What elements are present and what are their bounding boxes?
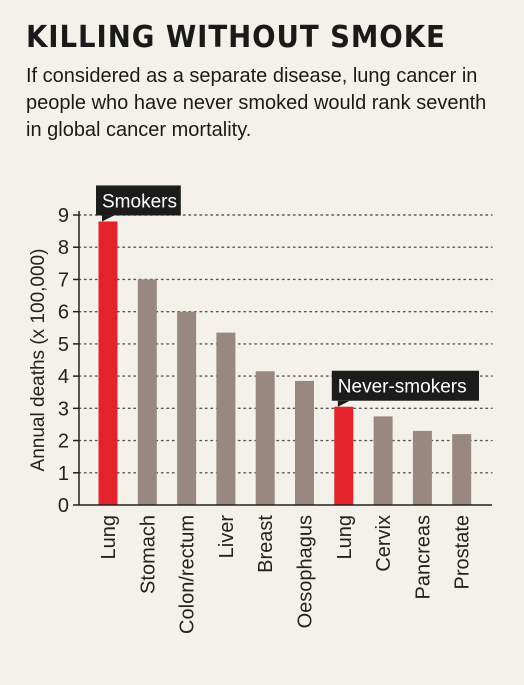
bar [373, 416, 393, 505]
chart-title: KILLING WITHOUT SMOKE [26, 20, 446, 55]
bar [255, 371, 275, 505]
y-tick-label: 5 [58, 334, 69, 356]
bar [216, 332, 236, 505]
y-tick-label: 4 [58, 366, 69, 388]
annotation-label: Smokers [102, 191, 177, 212]
y-tick-label: 1 [58, 463, 69, 485]
x-tick-label: Lung [334, 515, 356, 560]
x-tick-label: Prostate [452, 515, 474, 589]
x-tick-label: Colon/rectum [177, 515, 199, 634]
y-axis-label: Annual deaths (x 100,000) [28, 249, 49, 472]
y-tick-label: 0 [58, 495, 69, 517]
x-tick-label: Pancreas [412, 515, 434, 600]
annotation-box [96, 185, 181, 216]
bar [295, 380, 314, 505]
x-tick-label: Lung [98, 515, 120, 560]
y-tick-label: 7 [58, 269, 69, 291]
y-tick-label: 8 [58, 237, 69, 259]
x-tick-label: Breast [255, 515, 277, 573]
x-tick-label: Stomach [137, 515, 159, 594]
x-tick-label: Cervix [373, 515, 395, 572]
chart-subtitle: If considered as a separate disease, lun… [26, 65, 487, 141]
bar [412, 430, 432, 505]
annotation-pointer [102, 215, 114, 222]
annotation-pointer [337, 400, 350, 407]
y-tick-label: 9 [58, 205, 69, 227]
x-tick-label: Liver [216, 515, 238, 559]
y-tick-label: 3 [58, 398, 69, 420]
bar [137, 279, 157, 505]
annotation-label: Never-smokers [338, 377, 467, 398]
annotation-box [331, 370, 479, 401]
bar [452, 434, 472, 505]
x-tick-label: Oesophagus [295, 515, 317, 628]
bar [98, 221, 118, 505]
y-tick-label: 2 [58, 431, 69, 453]
bar [177, 311, 197, 505]
y-tick-label: 6 [58, 302, 69, 324]
bar [334, 406, 354, 505]
